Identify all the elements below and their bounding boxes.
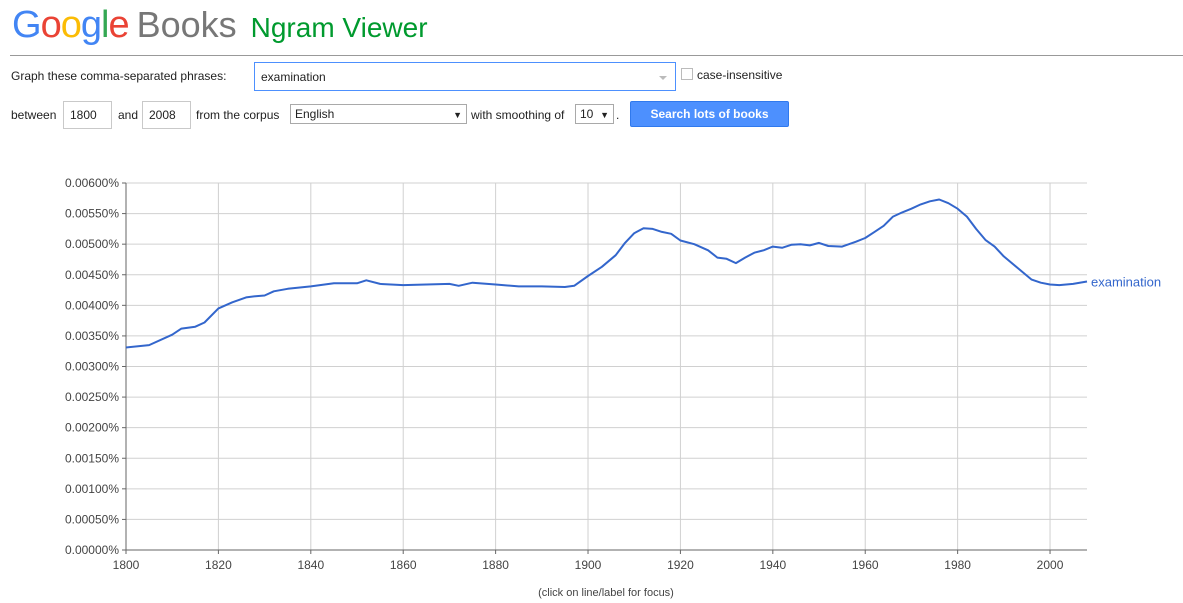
y-tick-label: 0.00450% (65, 268, 119, 282)
chevron-down-icon: ▼ (453, 110, 462, 120)
y-tick-label: 0.00200% (65, 421, 119, 435)
start-year-input[interactable]: 1800 (63, 101, 112, 129)
y-tick-label: 0.00500% (65, 237, 119, 251)
x-tick-label: 2000 (1037, 558, 1064, 572)
y-tick-label: 0.00550% (65, 207, 119, 221)
phrases-input[interactable]: examination (254, 62, 676, 91)
x-tick-label: 1960 (852, 558, 879, 572)
case-insensitive-label: case-insensitive (697, 68, 783, 82)
y-tick-label: 0.00250% (65, 390, 119, 404)
google-wordmark: Google (12, 4, 130, 46)
x-axis: 1800 1820 1840 1860 1880 1900 1920 1940 1960 1980… (113, 550, 1064, 572)
series-line-examination[interactable] (125, 198, 1088, 349)
y-tick-label: 0.00050% (65, 512, 119, 526)
y-tick-label: 0.00600% (65, 176, 119, 190)
phrases-label: Graph these comma-separated phrases: (11, 69, 227, 83)
end-year-input[interactable]: 2008 (142, 101, 191, 129)
and-label: and (118, 108, 139, 122)
end-year-value: 2008 (149, 108, 176, 122)
y-axis: 0.00000% 0.00050% 0.00100% 0.00150% 0.00200%… (65, 176, 126, 557)
app-title: Ngram Viewer (250, 12, 428, 43)
start-year-value: 1800 (70, 108, 97, 122)
x-tick-label: 1980 (944, 558, 971, 572)
between-label: between (11, 108, 57, 122)
x-tick-label: 1900 (575, 558, 602, 572)
x-tick-label: 1940 (759, 558, 786, 572)
dropdown-arrow-icon[interactable] (659, 76, 667, 80)
chart-focus-hint: (click on line/label for focus) (538, 587, 674, 599)
google-books-logo[interactable]: Google Books Ngram Viewer (12, 4, 428, 50)
books-wordmark: Books (136, 4, 237, 45)
x-tick-label: 1860 (390, 558, 417, 572)
case-insensitive-checkbox[interactable] (681, 68, 693, 80)
chart-series[interactable]: examination (125, 198, 1161, 349)
series-label-examination[interactable]: examination (1091, 274, 1161, 289)
x-tick-label: 1880 (482, 558, 509, 572)
x-tick-label: 1840 (297, 558, 324, 572)
chart-grid (125, 182, 1087, 551)
y-tick-label: 0.00350% (65, 329, 119, 343)
x-tick-label: 1920 (667, 558, 694, 572)
y-tick-label: 0.00400% (65, 298, 119, 312)
smoothing-select[interactable]: 10 ▼ (575, 104, 614, 124)
corpus-select[interactable]: English ▼ (290, 104, 467, 124)
chevron-down-icon: ▼ (600, 110, 609, 120)
y-tick-label: 0.00300% (65, 360, 119, 374)
y-tick-label: 0.00100% (65, 482, 119, 496)
y-tick-label: 0.00000% (65, 543, 119, 557)
smoothing-label: with smoothing of (471, 108, 565, 122)
phrases-value: examination (261, 69, 326, 84)
header-divider (10, 55, 1183, 56)
x-tick-label: 1820 (205, 558, 232, 572)
corpus-label: from the corpus (196, 108, 280, 122)
search-button[interactable]: Search lots of books (630, 101, 789, 127)
period-label: . (616, 108, 620, 122)
x-tick-label: 1800 (113, 558, 140, 572)
smoothing-value: 10 (580, 107, 594, 121)
y-tick-label: 0.00150% (65, 451, 119, 465)
corpus-value: English (295, 107, 335, 121)
